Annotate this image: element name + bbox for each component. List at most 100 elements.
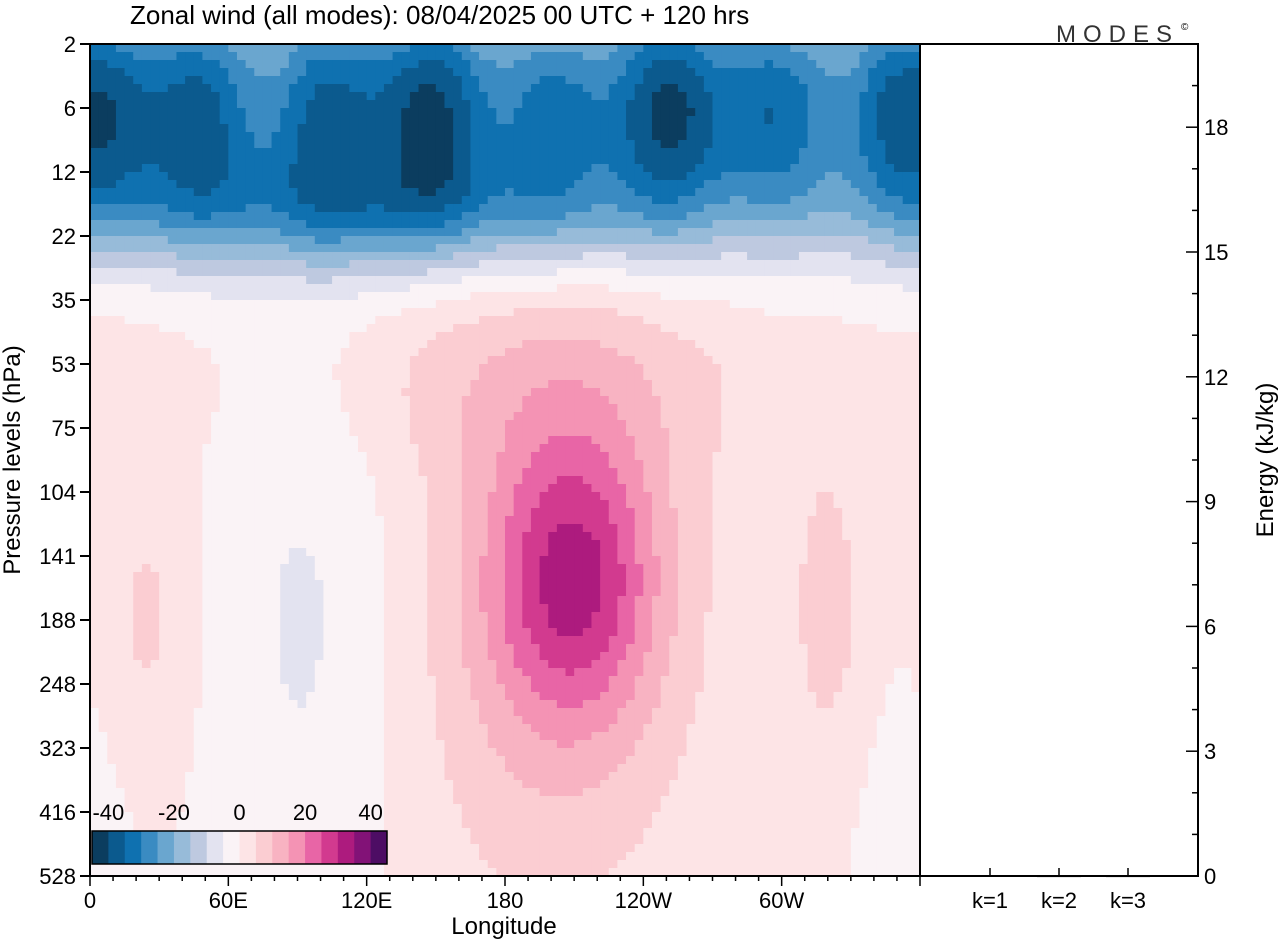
- heatmap-cell: [427, 236, 437, 245]
- heatmap-cell: [574, 396, 584, 405]
- heatmap-cell: [453, 140, 463, 149]
- heatmap-cell: [643, 116, 653, 125]
- heatmap-cell: [574, 228, 584, 237]
- heatmap-cell: [115, 300, 126, 309]
- heatmap-cell: [902, 404, 912, 413]
- heatmap-cell: [461, 300, 472, 309]
- heatmap-cell: [902, 428, 912, 437]
- heatmap-cell: [790, 156, 800, 165]
- heatmap-cell: [764, 196, 774, 205]
- heatmap-cell: [790, 444, 800, 453]
- heatmap-cell: [479, 140, 489, 149]
- heatmap-cell: [582, 300, 593, 309]
- heatmap-cell: [323, 76, 333, 85]
- heatmap-cell: [816, 268, 826, 277]
- heatmap-cell: [314, 76, 325, 85]
- heatmap-cell: [262, 380, 273, 389]
- heatmap-cell: [885, 412, 895, 421]
- heatmap-cell: [816, 404, 826, 413]
- heatmap-cell: [141, 156, 152, 165]
- heatmap-cell: [150, 220, 160, 229]
- heatmap-cell: [721, 292, 731, 301]
- heatmap-cell: [306, 364, 316, 373]
- heatmap-cell: [695, 380, 705, 389]
- heatmap-cell: [876, 60, 887, 69]
- heatmap-cell: [539, 372, 549, 381]
- heatmap-cell: [107, 164, 117, 173]
- heatmap-cell: [262, 260, 273, 269]
- heatmap-cell: [297, 84, 307, 93]
- heatmap-cell: [185, 68, 195, 77]
- heatmap-cell: [530, 116, 541, 125]
- heatmap-cell: [651, 332, 662, 341]
- heatmap-cell: [729, 260, 740, 269]
- heatmap-cell: [375, 196, 385, 205]
- heatmap-cell: [193, 324, 203, 333]
- heatmap-cell: [885, 324, 895, 333]
- heatmap-cell: [747, 236, 757, 245]
- heatmap-cell: [790, 300, 800, 309]
- heatmap-cell: [323, 156, 333, 165]
- heatmap-cell: [107, 364, 117, 373]
- heatmap-cell: [816, 148, 826, 157]
- heatmap-cell: [738, 172, 748, 181]
- heatmap-cell: [582, 100, 593, 109]
- heatmap-cell: [859, 452, 869, 461]
- heatmap-cell: [721, 252, 731, 261]
- heatmap-cell: [427, 260, 437, 269]
- heatmap-cell: [721, 60, 731, 69]
- heatmap-cell: [729, 44, 740, 53]
- heatmap-cell: [729, 372, 740, 381]
- heatmap-cell: [98, 124, 108, 133]
- heatmap-cell: [790, 68, 800, 77]
- heatmap-cell: [755, 172, 765, 181]
- heatmap-cell: [479, 268, 489, 277]
- heatmap-cell: [236, 388, 247, 397]
- heatmap-cell: [409, 380, 420, 389]
- heatmap-cell: [591, 124, 601, 133]
- heatmap-cell: [885, 140, 895, 149]
- heatmap-cell: [323, 44, 333, 53]
- heatmap-cell: [90, 132, 100, 141]
- heatmap-cell: [297, 284, 307, 293]
- heatmap-cell: [876, 116, 887, 125]
- heatmap-cell: [850, 396, 861, 405]
- heatmap-cell: [729, 204, 740, 213]
- heatmap-cell: [323, 244, 333, 253]
- heatmap-cell: [729, 412, 740, 421]
- heatmap-cell: [790, 252, 800, 261]
- heatmap-cell: [141, 292, 152, 301]
- heatmap-cell: [894, 68, 904, 77]
- heatmap-cell: [582, 388, 593, 397]
- heatmap-cell: [712, 180, 722, 189]
- heatmap-cell: [859, 44, 869, 53]
- heatmap-cell: [358, 252, 368, 261]
- heatmap-cell: [513, 428, 523, 437]
- heatmap-cell: [729, 124, 740, 133]
- heatmap-cell: [695, 84, 705, 93]
- heatmap-cell: [712, 196, 722, 205]
- heatmap-cell: [850, 436, 861, 445]
- heatmap-cell: [651, 404, 662, 413]
- heatmap-cell: [470, 124, 480, 133]
- heatmap-cell: [626, 100, 636, 109]
- heatmap-cell: [409, 100, 420, 109]
- heatmap-cell: [150, 364, 160, 373]
- heatmap-cell: [228, 420, 238, 429]
- heatmap-cell: [401, 76, 411, 85]
- heatmap-cell: [513, 316, 523, 325]
- heatmap-cell: [219, 284, 229, 293]
- heatmap-cell: [911, 68, 920, 77]
- heatmap-cell: [90, 356, 100, 365]
- heatmap-cell: [513, 236, 523, 245]
- heatmap-cell: [262, 236, 273, 245]
- heatmap-cell: [539, 284, 549, 293]
- heatmap-cell: [159, 196, 169, 205]
- heatmap-cell: [781, 396, 791, 405]
- heatmap-cell: [427, 244, 437, 253]
- heatmap-cell: [479, 308, 489, 317]
- heatmap-cell: [703, 196, 714, 205]
- heatmap-cell: [262, 428, 273, 437]
- heatmap-cell: [185, 84, 195, 93]
- heatmap-cell: [228, 148, 238, 157]
